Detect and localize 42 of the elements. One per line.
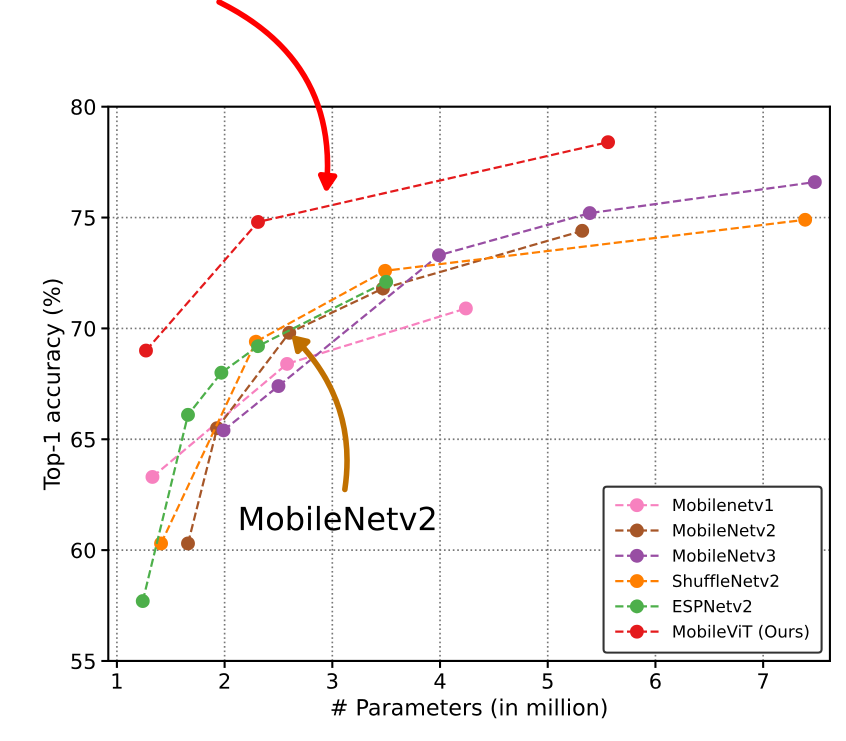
y-tick-label: 60: [71, 542, 96, 558]
y-tick-label: 55: [72, 654, 95, 670]
point: [808, 175, 822, 190]
x-tick-label: 6: [650, 673, 661, 689]
point: [601, 135, 615, 150]
x-tick-label: 2: [220, 673, 230, 689]
point: [458, 302, 473, 316]
point: [582, 206, 597, 220]
point: [136, 594, 150, 608]
point: [798, 212, 812, 227]
legend-label: MobileNetv2: [674, 524, 775, 537]
point: [214, 366, 228, 380]
point: [251, 339, 265, 354]
point: [432, 248, 446, 262]
point: [575, 224, 590, 238]
point: [280, 356, 294, 371]
annotation: MobileNetv2: [240, 506, 435, 531]
point: [181, 536, 195, 550]
point: [251, 215, 265, 229]
point: [379, 274, 394, 289]
y-tick-label: 65: [71, 432, 95, 448]
legend-label: ESPNetv2: [674, 600, 752, 612]
x-tick-label: 5: [542, 673, 553, 689]
legend-label: MobileNetv3: [674, 548, 775, 562]
y-tick-label: 75: [72, 210, 95, 226]
point: [146, 470, 160, 484]
legend-label: MobileViT (Ours): [674, 624, 808, 640]
y-axis-title: Top-1 accuracy (%): [42, 280, 64, 490]
y-tick-label: 70: [72, 320, 96, 337]
y-tick-label: 80: [71, 99, 96, 115]
legend-label: ShuffleNetv2: [672, 574, 778, 588]
point: [378, 264, 392, 278]
point: [272, 379, 286, 393]
point: [181, 408, 195, 422]
x-tick-label: 4: [434, 673, 446, 689]
legend-label: Mobilenetv1: [674, 498, 773, 512]
point: [139, 344, 153, 358]
x-tick-label: 1: [112, 673, 122, 689]
x-axis-title: # Parameters (in million): [332, 698, 607, 718]
x-tick-label: 7: [758, 673, 768, 689]
x-tick-label: 3: [327, 673, 338, 689]
point: [216, 423, 230, 438]
